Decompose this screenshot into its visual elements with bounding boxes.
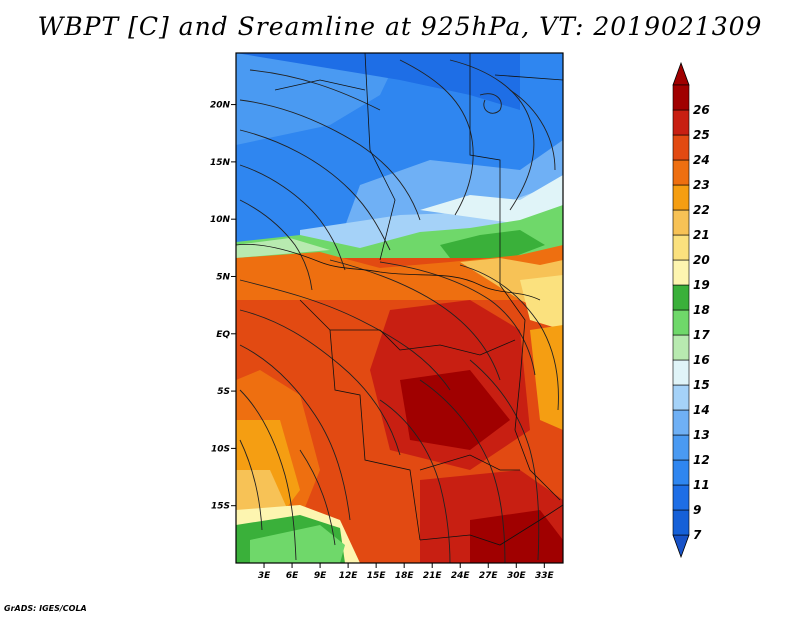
lat-tick-label: 10S <box>211 444 230 454</box>
colorbar-swatch <box>672 334 690 361</box>
lon-tick-label: 24E <box>451 571 471 581</box>
lon-tick-label: 12E <box>339 571 359 581</box>
colorbar-label: 9 <box>693 503 701 517</box>
temperature-field <box>236 53 563 563</box>
lat-tick-label: 20N <box>210 101 231 111</box>
colorbar-label: 19 <box>693 278 710 292</box>
lon-tick-label: 33E <box>535 571 555 581</box>
colorbar-swatch <box>672 384 690 411</box>
colorbar-swatch <box>672 259 690 286</box>
colorbar-label: 16 <box>693 353 710 367</box>
colorbar-label: 23 <box>693 178 710 192</box>
colorbar-label: 15 <box>693 378 710 392</box>
colorbar-label: 11 <box>693 478 710 492</box>
map-title: WBPT [C] and Sreamline at 925hPa, VT: 20… <box>37 12 763 41</box>
colorbar-swatch <box>672 84 690 111</box>
colorbar-label: 7 <box>693 528 702 542</box>
colorbar-swatch <box>672 234 690 261</box>
colorbar-label: 22 <box>693 203 710 217</box>
colorbar-label: 21 <box>693 228 710 242</box>
latitude-axis: 20N 15N 10N 5N EQ 5S 10S 15S <box>210 101 236 512</box>
colorbar-label: 17 <box>693 328 710 342</box>
lon-tick-label: 6E <box>286 571 299 581</box>
longitude-axis: 3E 6E 9E 12E 15E 18E 21E 24E 27E 30E 33E <box>258 563 555 581</box>
lat-tick-label: EQ <box>216 330 230 340</box>
lat-tick-label: 10N <box>210 215 231 225</box>
colorbar-swatch <box>672 284 690 311</box>
colorbar-label: 13 <box>693 428 710 442</box>
colorbar-swatch <box>672 509 690 536</box>
lon-tick-label: 27E <box>479 571 499 581</box>
colorbar: 7 9 11 12 13 14 15 16 17 18 19 20 21 22 23 24 25 26 <box>672 61 710 559</box>
colorbar-label: 20 <box>693 253 710 267</box>
colorbar-swatch <box>672 159 690 186</box>
country-borders <box>236 53 563 546</box>
lon-tick-label: 18E <box>395 571 415 581</box>
colorbar-label: 24 <box>693 153 710 167</box>
colorbar-label: 14 <box>693 403 710 417</box>
colorbar-swatch <box>672 209 690 236</box>
colorbar-swatch <box>672 109 690 136</box>
colorbar-label: 25 <box>693 128 710 142</box>
grads-credit: GrADS: IGES/COLA <box>4 604 87 613</box>
lat-tick-label: 15S <box>211 502 230 512</box>
lon-tick-label: 9E <box>314 571 327 581</box>
colorbar-label: 26 <box>693 103 710 117</box>
lon-tick-label: 15E <box>367 571 387 581</box>
colorbar-swatch <box>672 359 690 386</box>
lon-tick-label: 21E <box>423 571 443 581</box>
colorbar-swatch <box>672 484 690 511</box>
lat-tick-label: 15N <box>210 158 231 168</box>
lon-tick-label: 30E <box>507 571 527 581</box>
colorbar-swatch <box>672 184 690 211</box>
plot-frame <box>235 52 564 564</box>
colorbar-high-extension <box>672 61 690 86</box>
streamlines <box>239 59 559 563</box>
colorbar-label: 18 <box>693 303 710 317</box>
colorbar-swatch <box>672 409 690 436</box>
lon-tick-label: 3E <box>258 571 271 581</box>
colorbar-swatch <box>672 459 690 486</box>
lat-tick-label: 5N <box>216 272 230 282</box>
colorbar-swatch <box>672 134 690 161</box>
colorbar-low-extension <box>672 534 690 559</box>
colorbar-swatch <box>672 434 690 461</box>
colorbar-swatch <box>672 309 690 336</box>
lat-tick-label: 5S <box>217 387 230 397</box>
colorbar-label: 12 <box>693 453 710 467</box>
